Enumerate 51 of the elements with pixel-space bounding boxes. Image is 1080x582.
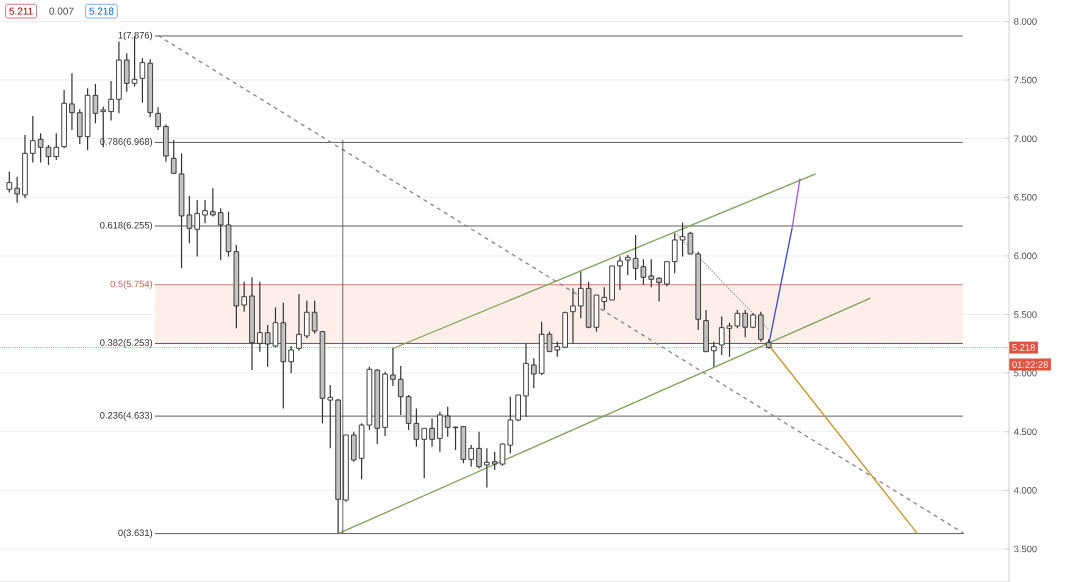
y-tick-label: 5.500 [1014, 311, 1037, 318]
ref-line-label: 1(7.876) [118, 31, 153, 41]
candlestick [139, 57, 146, 104]
y-tick-label: 5.000 [1014, 369, 1037, 377]
y-tick-label: 4.000 [1013, 487, 1037, 494]
candlestick [484, 447, 490, 488]
candlestick [303, 300, 310, 339]
ref-line-label: 0.382(5.253) [100, 339, 153, 348]
candlestick [210, 187, 216, 218]
candlestick [656, 276, 662, 303]
candlestick [53, 132, 60, 161]
ref-line-label: 0(3.631) [118, 529, 153, 538]
candlestick [624, 254, 631, 276]
ref-line-label: 0.5(5.754) [110, 280, 153, 290]
ref-line-label: 0.618(6.255) [100, 221, 153, 231]
candlestick [476, 431, 482, 470]
text: 01:22:28 [1012, 361, 1048, 368]
candlestick [742, 309, 749, 338]
annotation: 5.211 [9, 7, 33, 15]
candlestick [288, 345, 294, 374]
y-tick-label: 6.000 [1014, 252, 1037, 260]
y-tick-label: 3.500 [1014, 545, 1037, 553]
candlestick [202, 199, 208, 224]
y-tick-label: 7.000 [1014, 135, 1037, 142]
candlestick [6, 171, 13, 194]
y-tick-label: 8.000 [1014, 18, 1037, 25]
candlestick [390, 347, 396, 387]
candlestick [29, 115, 36, 164]
candlestick [108, 80, 114, 122]
candlestick [14, 176, 20, 204]
candlestick [69, 72, 75, 131]
candlestick [491, 451, 498, 471]
candlestick [241, 281, 247, 313]
candlestick [671, 232, 678, 274]
candlestick [664, 261, 670, 287]
candlestick [421, 427, 428, 479]
annotation: 5.218 [89, 7, 114, 15]
candlestick [531, 357, 537, 389]
ref-line-label: 5.218 [1012, 344, 1035, 351]
y-tick-label: 4.500 [1013, 428, 1037, 436]
candlestick [577, 271, 584, 319]
ref-line-label: 0.236(4.633) [100, 411, 153, 421]
y-tick-label: 6.500 [1014, 193, 1037, 201]
y-tick-label: 7.500 [1014, 76, 1037, 84]
candlestick [468, 444, 475, 468]
candlestick [123, 52, 130, 93]
candlestick [648, 258, 655, 288]
candlestick [601, 286, 608, 311]
annotation: 0.007 [49, 7, 74, 15]
candlestick [155, 106, 161, 131]
candlestick [617, 255, 623, 291]
